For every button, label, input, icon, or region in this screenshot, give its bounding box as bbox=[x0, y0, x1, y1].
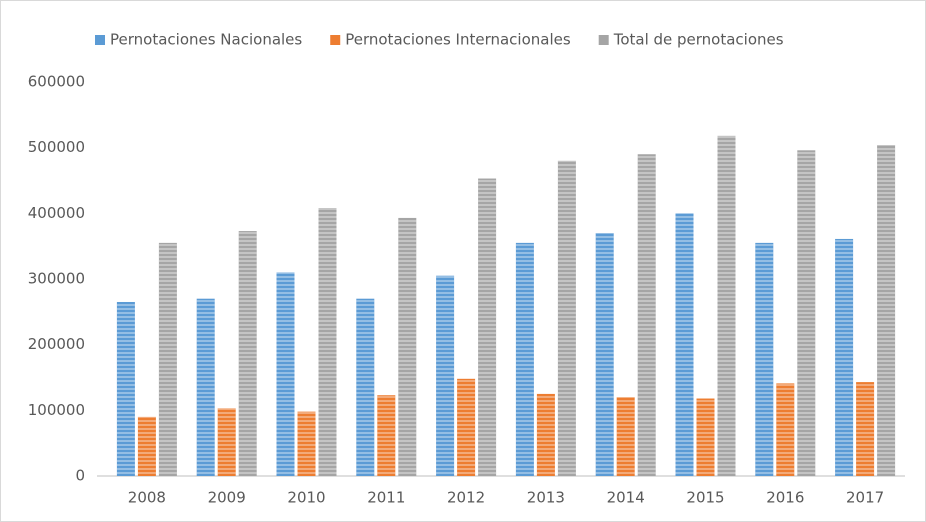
bar-texture bbox=[116, 301, 135, 476]
y-tick-label: 600000 bbox=[28, 73, 85, 91]
y-tick-label: 300000 bbox=[28, 270, 85, 288]
bar-texture bbox=[137, 416, 156, 476]
bar-texture bbox=[377, 395, 396, 476]
bar-texture bbox=[877, 145, 896, 477]
x-tick-label: 2014 bbox=[607, 489, 645, 507]
bar-texture bbox=[835, 238, 854, 476]
x-tick-label: 2010 bbox=[287, 489, 325, 507]
y-tick-label: 100000 bbox=[28, 401, 85, 419]
bar-texture bbox=[238, 231, 257, 476]
bar-texture bbox=[217, 408, 236, 476]
bar-texture bbox=[457, 378, 476, 476]
bar-texture bbox=[717, 135, 736, 476]
bar-texture bbox=[536, 393, 555, 476]
legend-swatch bbox=[330, 35, 341, 45]
bar-texture bbox=[856, 382, 875, 476]
legend-swatch bbox=[598, 35, 609, 45]
legend-label: Pernotaciones Nacionales bbox=[110, 31, 302, 49]
bar-texture bbox=[515, 242, 534, 476]
x-tick-label: 2017 bbox=[846, 489, 884, 507]
bar-texture bbox=[696, 398, 715, 476]
bar-texture bbox=[276, 272, 295, 476]
bar-texture bbox=[595, 233, 614, 476]
y-tick-label: 0 bbox=[75, 467, 85, 485]
legend-label: Total de pernotaciones bbox=[613, 31, 784, 49]
bar-texture bbox=[755, 242, 774, 476]
bar-texture bbox=[557, 160, 576, 477]
legend-swatch bbox=[95, 35, 105, 45]
bar-texture bbox=[356, 298, 375, 476]
y-tick-label: 200000 bbox=[28, 335, 85, 353]
bar-texture bbox=[776, 383, 795, 476]
bar-texture bbox=[637, 154, 656, 476]
bar-texture bbox=[616, 397, 635, 476]
bar-texture bbox=[478, 178, 497, 476]
bar-texture bbox=[196, 298, 215, 476]
y-tick-label: 500000 bbox=[28, 138, 85, 156]
x-tick-label: 2015 bbox=[686, 489, 724, 507]
x-tick-label: 2012 bbox=[447, 489, 485, 507]
bar-texture bbox=[398, 217, 417, 476]
legend-label: Pernotaciones Internacionales bbox=[345, 31, 571, 49]
x-tick-label: 2013 bbox=[527, 489, 565, 507]
bar-texture bbox=[797, 150, 816, 476]
x-tick-label: 2008 bbox=[128, 489, 166, 507]
y-tick-label: 400000 bbox=[28, 204, 85, 222]
bar-texture bbox=[158, 242, 177, 476]
x-tick-label: 2011 bbox=[367, 489, 405, 507]
bar-texture bbox=[436, 275, 455, 476]
bar-texture bbox=[318, 208, 337, 476]
bar-texture bbox=[675, 213, 694, 477]
x-tick-label: 2016 bbox=[766, 489, 804, 507]
bar-texture bbox=[297, 411, 316, 476]
x-tick-label: 2009 bbox=[208, 489, 246, 507]
